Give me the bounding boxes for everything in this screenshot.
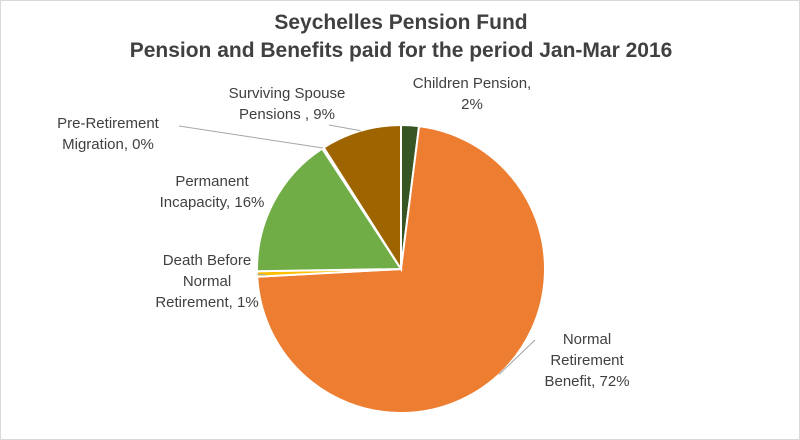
slice-label-death-before-normal-retirement: Death Before Normal Retirement, 1% bbox=[155, 252, 258, 311]
leader-line-death-before-normal-retirement bbox=[257, 273, 267, 276]
chart-title: Seychelles Pension Fund bbox=[274, 11, 528, 34]
chart-subtitle: Pension and Benefits paid for the period… bbox=[129, 39, 673, 62]
slice-label-children-pension: Children Pension, 2% bbox=[413, 75, 531, 113]
slice-label-permanent-incapacity: Permanent Incapacity, 16% bbox=[160, 173, 265, 211]
slice-label-pre-retirement-migration: Pre-Retirement Migration, 0% bbox=[57, 115, 160, 153]
leader-line-normal-retirement-benefit bbox=[498, 339, 536, 375]
leader-line-pre-retirement-migration bbox=[178, 125, 323, 149]
pie-slice-surviving-spouse-pensions bbox=[322, 123, 402, 273]
slice-label-surviving-spouse-pensions: Surviving Spouse Pensions , 9% bbox=[229, 85, 346, 123]
leader-line-surviving-spouse-pensions bbox=[328, 124, 361, 132]
pie-slice-permanent-incapacity bbox=[256, 147, 403, 273]
slice-label-normal-retirement-benefit: Normal Retirement Benefit, 72% bbox=[544, 331, 629, 390]
